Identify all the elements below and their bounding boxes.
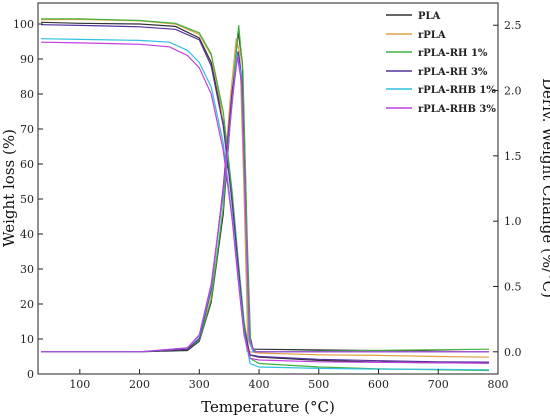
y2-tick-label: 0.0 — [504, 346, 522, 359]
legend-label-rpla-rhb-1: rPLA-RHB 1% — [418, 85, 496, 96]
x-tick-label: 300 — [189, 378, 210, 391]
legend: PLA rPLA rPLA-RH 1% rPLA-RH 3% rPLA-RHB … — [386, 11, 496, 115]
deriv-line-rpla-rhb-3 — [41, 56, 489, 353]
y-tick-label: 50 — [20, 193, 34, 206]
x-tick-label: 200 — [129, 378, 150, 391]
y2-tick-label: 2.5 — [504, 19, 522, 32]
legend-label-rpla-rhb-3: rPLA-RHB 3% — [418, 104, 496, 115]
y-axis-right: 0.0 0.5 1.0 1.5 2.0 2.5 — [493, 19, 522, 359]
legend-label-rpla-rh-3: rPLA-RH 3% — [418, 67, 488, 78]
y-tick-label: 30 — [20, 263, 34, 276]
plot-lines — [40, 18, 490, 372]
y-tick-label: 20 — [20, 298, 34, 311]
y-tick-label: 40 — [20, 228, 34, 241]
x-tick-label: 400 — [249, 378, 270, 391]
y-tick-label: 0 — [27, 368, 34, 381]
y2-tick-label: 0.5 — [504, 280, 522, 293]
y-tick-label: 100 — [13, 18, 34, 31]
legend-label-rpla-rh-1: rPLA-RH 1% — [418, 48, 488, 59]
y-tick-label: 90 — [20, 53, 34, 66]
x-axis-title: Temperature (°C) — [201, 398, 335, 416]
weight-loss-line-rpla-rh-1 — [41, 18, 490, 372]
y-tick-label: 70 — [20, 123, 34, 136]
weight-loss-line-rpla-rh-3 — [40, 24, 490, 363]
legend-label-rpla: rPLA — [418, 30, 446, 41]
y-tick-label: 80 — [20, 88, 34, 101]
y2-tick-label: 1.5 — [504, 150, 522, 163]
x-tick-label: 600 — [368, 378, 389, 391]
x-tick-label: 700 — [428, 378, 449, 391]
y2-tick-label: 2.0 — [504, 85, 522, 98]
y2-tick-label: 1.0 — [504, 215, 522, 228]
y-tick-label: 60 — [20, 158, 34, 171]
y-tick-label: 10 — [20, 333, 34, 346]
x-tick-label: 500 — [308, 378, 329, 391]
x-tick-label: 800 — [488, 378, 509, 391]
x-tick-label: 100 — [69, 378, 90, 391]
y-axis-title: Weight loss (%) — [0, 129, 18, 247]
y-axis-left: 0 10 20 30 40 50 60 70 80 90 100 — [13, 18, 43, 381]
weight-loss-line-rpla-rhb-3 — [40, 41, 490, 364]
plot-frame — [37, 2, 499, 375]
legend-label-pla: PLA — [418, 11, 441, 22]
x-axis: 100 200 300 400 500 600 700 800 — [69, 369, 509, 391]
y2-axis-title: Deriv. Weight Change (%/°C) — [539, 78, 550, 298]
